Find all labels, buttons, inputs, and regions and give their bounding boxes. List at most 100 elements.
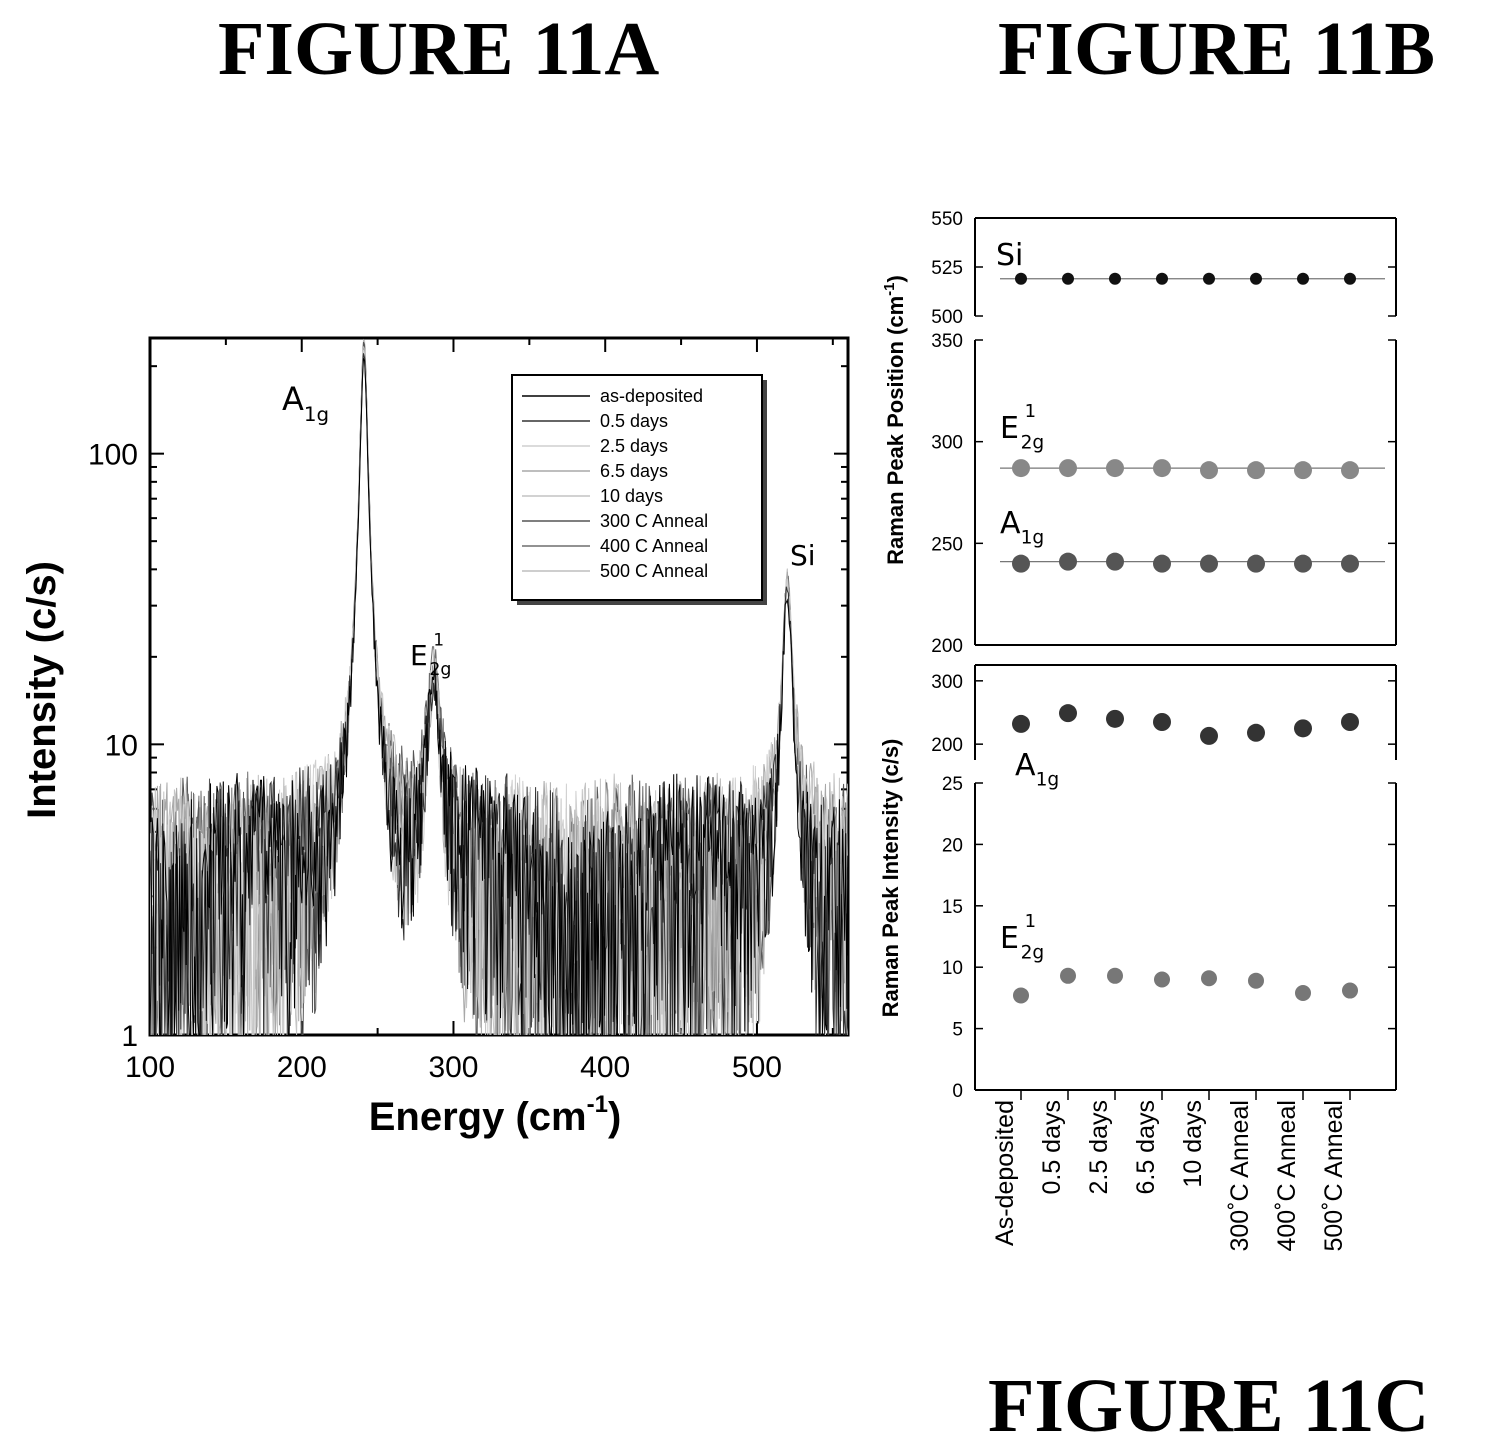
category-label: 400˚C Anneal <box>1273 1100 1301 1252</box>
peak-position-point <box>1341 461 1359 480</box>
b-label-si-main: Si <box>996 238 1023 273</box>
c-lower-tick-label: 5 <box>952 1020 963 1041</box>
category-label: 2.5 days <box>1085 1100 1113 1195</box>
b-lower-tick-label: 350 <box>931 331 963 352</box>
peak-position-point <box>1059 459 1077 478</box>
b-label-e2g-sub: 2g <box>1021 433 1045 454</box>
peak-label-e2g: E 1 2g <box>410 629 451 679</box>
peak-intensity-point <box>1247 723 1265 742</box>
legend-label: 400 C Anneal <box>600 536 708 556</box>
x-tick-label-11a: 200 <box>277 1051 327 1084</box>
legend-label: as-deposited <box>600 386 703 406</box>
x-tick-label-11a: 300 <box>428 1051 478 1084</box>
peak-position-point <box>1203 272 1215 285</box>
peak-intensity-point <box>1107 967 1123 984</box>
b-lower-tick-label: 200 <box>931 636 963 657</box>
b-label-a1g: A 1g <box>1000 506 1044 549</box>
legend-label: 2.5 days <box>600 436 668 456</box>
figure-11c-title: FIGURE 11C <box>988 1364 1430 1448</box>
peak-label-a1g-main: A <box>282 380 304 418</box>
peak-label-a1g: A 1g <box>282 380 329 426</box>
peak-position-point <box>1153 554 1171 573</box>
x-tick-label-11a: 400 <box>580 1051 630 1084</box>
peak-intensity-point <box>1012 714 1030 733</box>
category-label: 500˚C Anneal <box>1320 1100 1348 1252</box>
c-lower-tick-label: 15 <box>942 897 963 918</box>
peak-position-point <box>1200 461 1218 480</box>
b-label-a1g-sub: 1g <box>1021 528 1045 549</box>
c-lower-tick-label: 10 <box>942 958 963 979</box>
peak-intensity-point <box>1295 984 1311 1001</box>
c-upper-tick-label: 200 <box>931 735 963 756</box>
category-label: 0.5 days <box>1038 1100 1066 1195</box>
legend-box <box>511 374 763 601</box>
figure-11b-title: FIGURE 11B <box>998 7 1436 91</box>
peak-position-point <box>1200 554 1218 573</box>
peak-position-point <box>1344 272 1356 285</box>
b-lower-tick-label: 250 <box>931 534 963 555</box>
x-tick-label-11a: 500 <box>732 1051 782 1084</box>
peak-intensity-point <box>1248 972 1264 989</box>
y-axis-title-11a: Intensity (c/s) <box>20 561 64 819</box>
c-label-a1g: A 1g <box>1015 748 1059 791</box>
peak-intensity-point <box>1294 719 1312 738</box>
category-label: 300˚C Anneal <box>1226 1100 1254 1252</box>
peak-position-point <box>1247 554 1265 573</box>
peak-label-e2g-sub: 2g <box>429 660 451 680</box>
peak-label-e2g-main: E <box>410 639 428 672</box>
peak-intensity-point <box>1059 704 1077 723</box>
peak-position-point <box>1297 272 1309 285</box>
y-tick-label-11a: 1 <box>121 1020 138 1053</box>
peak-position-point <box>1106 552 1124 571</box>
peak-intensity-point <box>1342 982 1358 999</box>
peak-position-point <box>1294 461 1312 480</box>
peak-intensity-point <box>1200 726 1218 745</box>
x-axis-title-11a: Energy (cm-1) <box>369 1091 622 1139</box>
peak-intensity-point <box>1201 970 1217 987</box>
category-label: As-deposited <box>991 1100 1019 1246</box>
peak-intensity-point <box>1106 709 1124 728</box>
category-label: 6.5 days <box>1132 1100 1160 1195</box>
peak-intensity-point <box>1060 967 1076 984</box>
c-label-a1g-sub: 1g <box>1036 770 1060 791</box>
legend-label: 6.5 days <box>600 461 668 481</box>
peak-position-point <box>1247 461 1265 480</box>
c-label-e2g: E 1 2g <box>1000 911 1044 964</box>
legend-label: 0.5 days <box>600 411 668 431</box>
peak-label-a1g-sub: 1g <box>304 403 329 426</box>
peak-intensity-point <box>1154 971 1170 988</box>
peak-intensity-point <box>1341 713 1359 731</box>
category-label: 10 days <box>1179 1100 1207 1188</box>
c-lower-tick-label: 20 <box>942 835 963 856</box>
c-label-a1g-main: A <box>1015 748 1036 783</box>
peak-position-point <box>1106 459 1124 478</box>
peak-label-si: Si <box>790 539 816 572</box>
b-label-e2g-main: E <box>1000 411 1019 446</box>
b-upper-tick-label: 525 <box>931 258 963 279</box>
peak-position-point <box>1341 554 1359 573</box>
peak-position-point <box>1109 272 1121 285</box>
c-label-e2g-sup: 1 <box>1025 911 1036 932</box>
b-label-e2g: E 1 2g <box>1000 401 1044 454</box>
peak-position-point <box>1015 272 1027 285</box>
legend-label: 10 days <box>600 486 663 506</box>
peak-position-point <box>1153 459 1171 478</box>
b-upper-tick-label: 500 <box>931 307 963 328</box>
c-label-e2g-sub: 2g <box>1021 943 1045 964</box>
peak-intensity-point <box>1013 987 1029 1004</box>
y-axis-title-11c: Raman Peak Intensity (c/s) <box>878 739 903 1018</box>
y-axis-title-11b: Raman Peak Position (cm-1) <box>881 275 908 565</box>
c-label-e2g-main: E <box>1000 921 1019 956</box>
b-label-e2g-sup: 1 <box>1025 401 1036 422</box>
y-tick-label-11a: 100 <box>88 439 138 472</box>
peak-position-point <box>1012 554 1030 573</box>
c-lower-tick-label: 0 <box>952 1081 963 1102</box>
peak-label-e2g-sup: 1 <box>433 629 444 649</box>
spectrum-line <box>150 358 848 1035</box>
peak-position-point <box>1059 552 1077 571</box>
b-upper-tick-label: 550 <box>931 209 963 230</box>
c-upper-tick-label: 300 <box>931 672 963 693</box>
peak-position-point <box>1294 554 1312 573</box>
peak-position-point <box>1250 272 1262 285</box>
